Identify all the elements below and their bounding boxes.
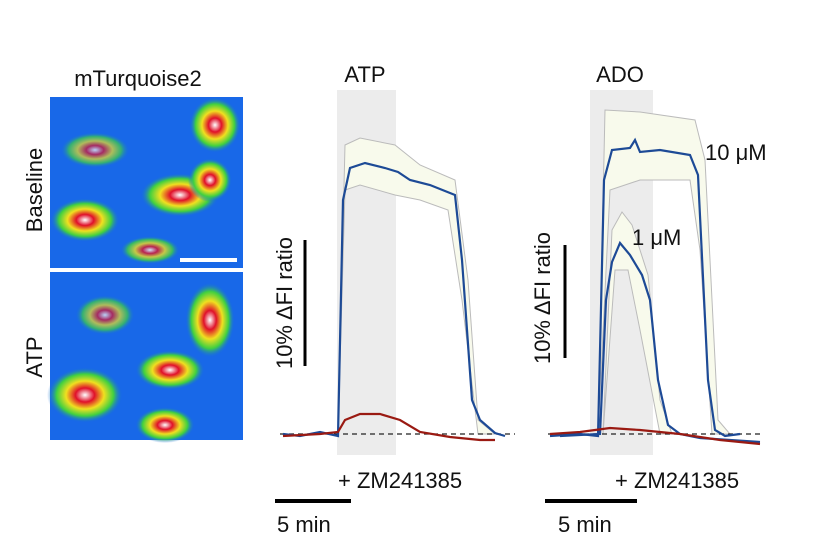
row-label: ATP <box>22 336 47 377</box>
image-atp <box>47 272 243 443</box>
time-label: 5 min <box>277 512 331 537</box>
dose-label: 1 μM <box>632 225 681 250</box>
row-label: Baseline <box>22 148 47 232</box>
trace <box>282 161 506 438</box>
panel-title: ATP <box>344 62 385 87</box>
control-trace <box>549 426 761 446</box>
panel-title: ADO <box>596 62 644 87</box>
treatment-label: + ZM241385 <box>615 468 739 493</box>
scale-label: 10% ΔFI ratio <box>272 237 297 369</box>
scale-label: 10% ΔFI ratio <box>530 232 555 364</box>
dose-label: 10 μM <box>705 140 767 165</box>
control-trace <box>282 412 495 442</box>
treatment-label: + ZM241385 <box>338 468 462 493</box>
image-baseline <box>50 97 243 268</box>
time-label: 5 min <box>558 512 612 537</box>
trace <box>549 137 741 438</box>
image-title: mTurquoise2 <box>74 66 202 91</box>
